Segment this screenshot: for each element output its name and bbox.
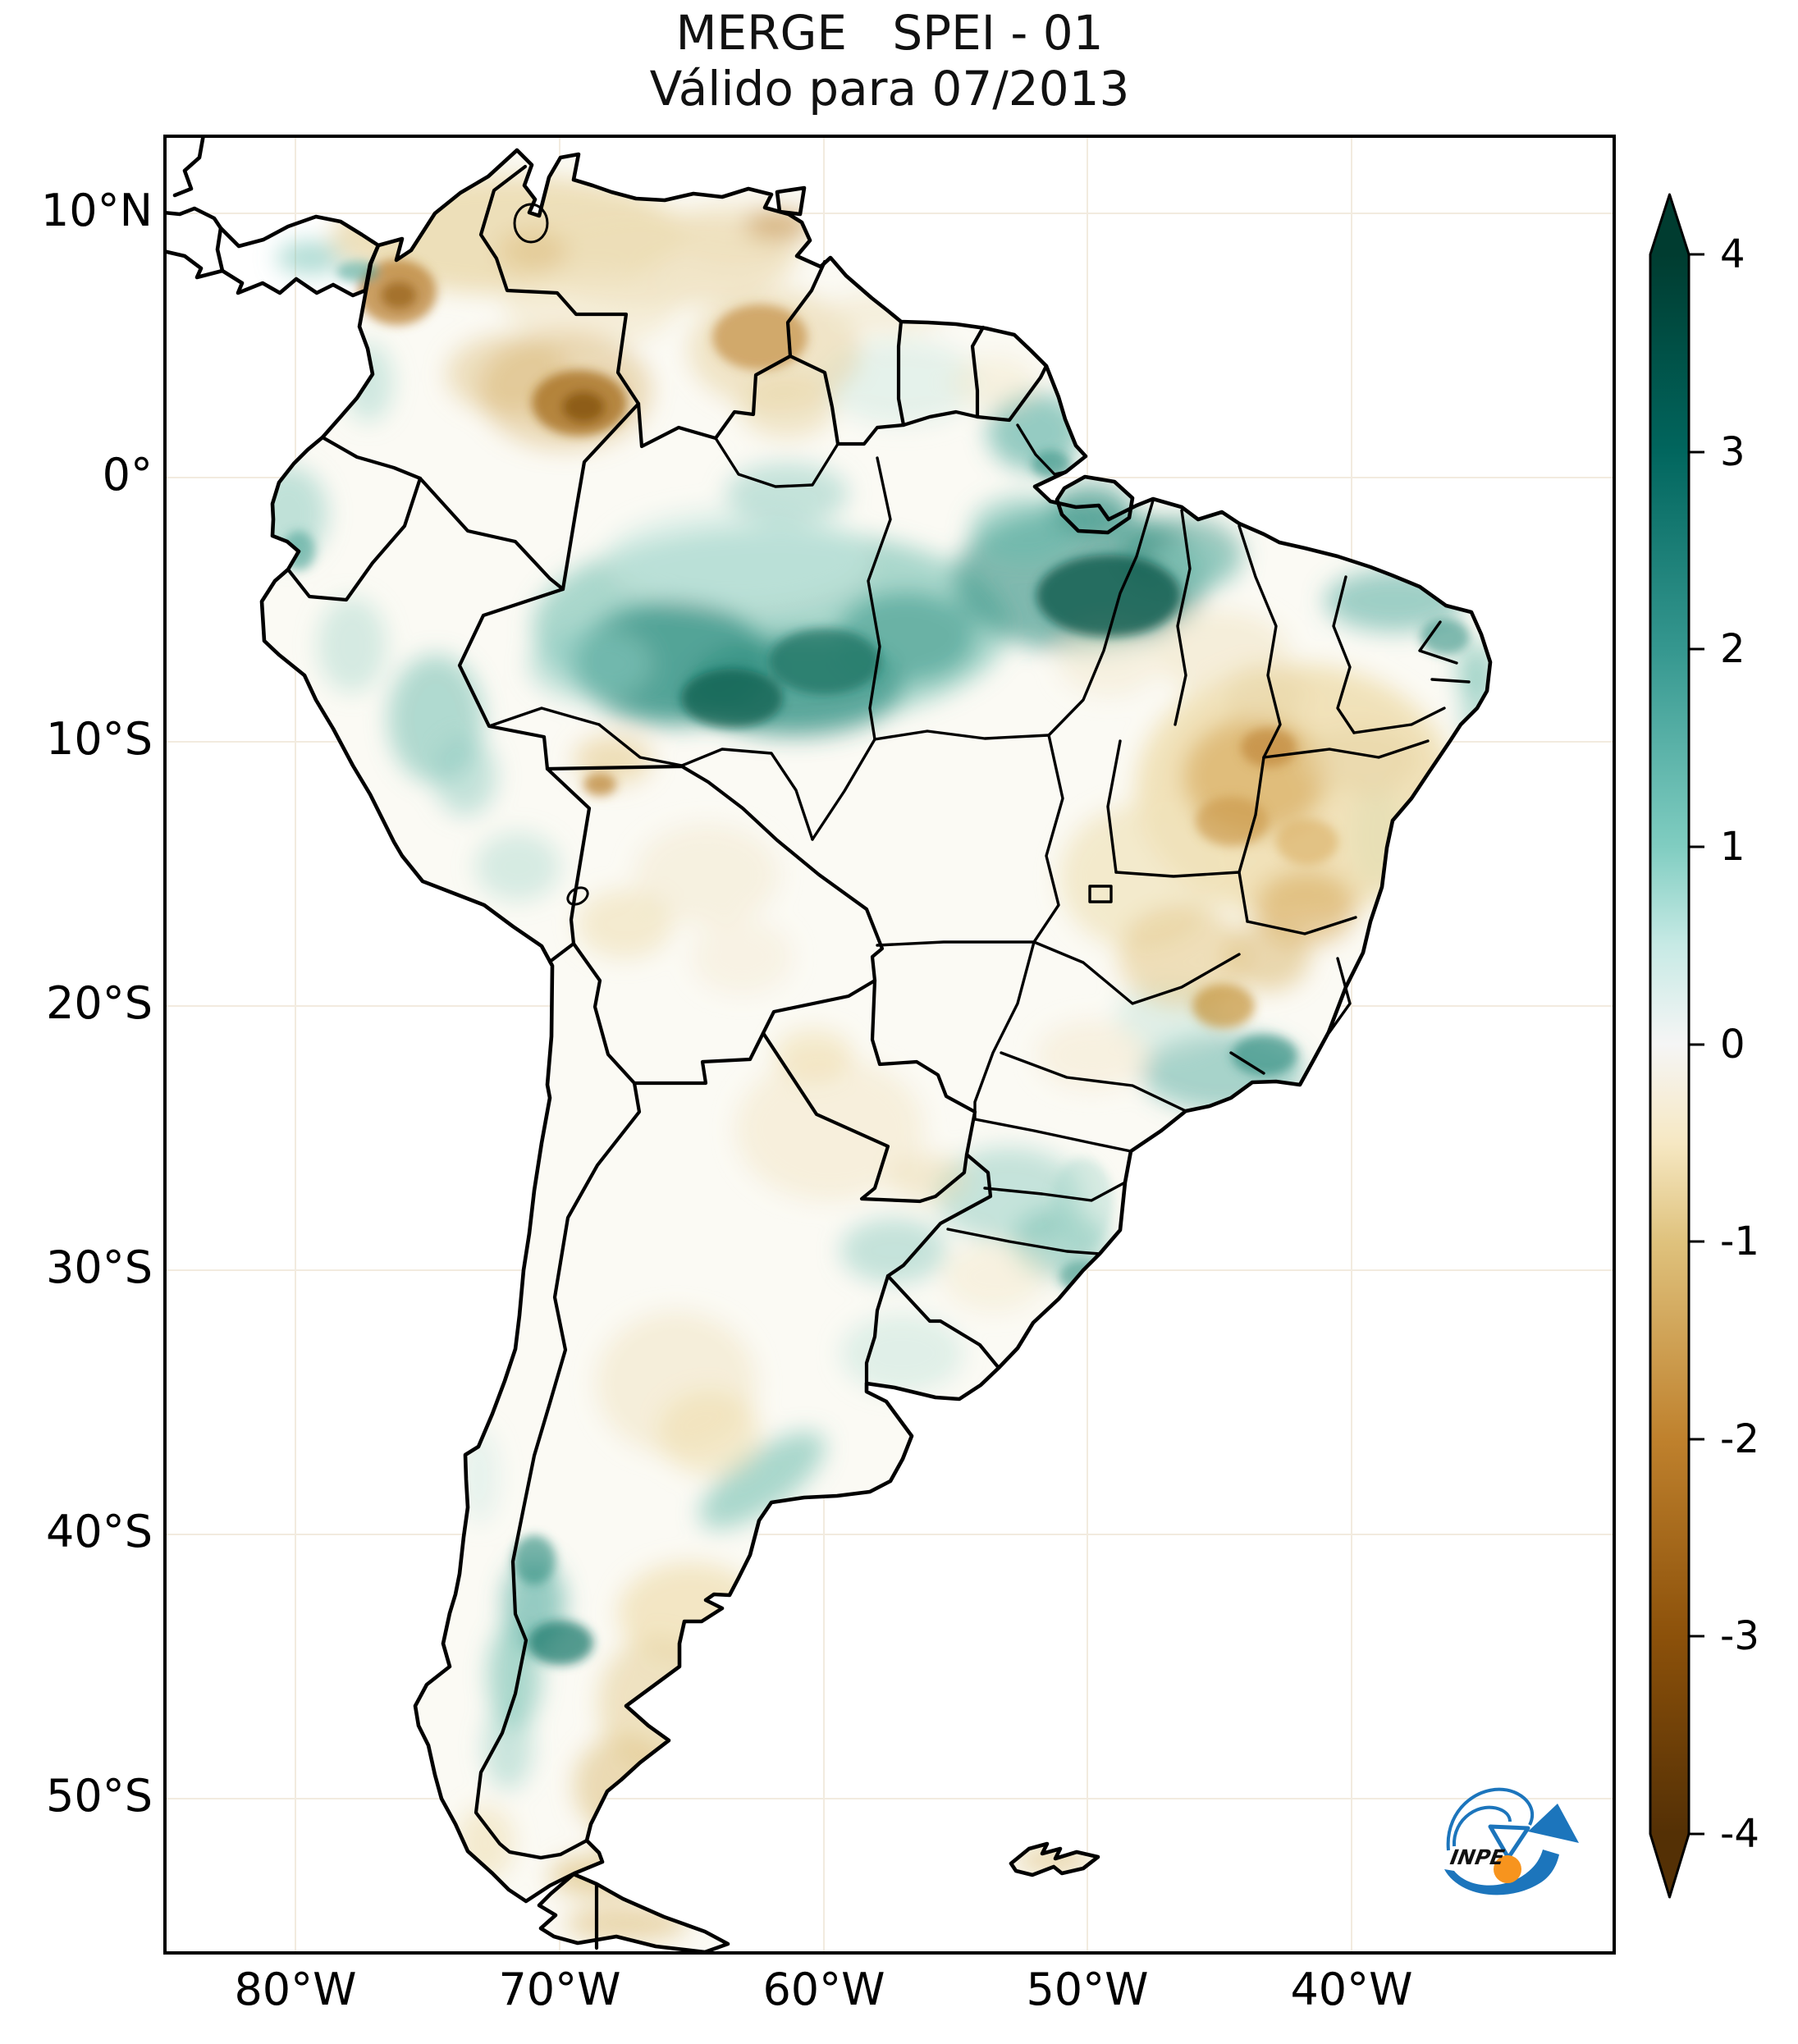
map-title: MERGE SPEI - 01 — [675, 5, 1104, 61]
coastline — [163, 135, 1493, 1955]
lon-tick-label: 40°W — [1290, 1964, 1413, 2015]
country-borders — [286, 164, 1049, 1950]
logo-swoosh-arrow-icon — [1444, 1804, 1579, 1895]
lat-tick-label: 10°S — [46, 713, 153, 765]
logo-orange-dot — [1494, 1855, 1521, 1883]
map-canvas — [163, 135, 1616, 1955]
colorbar-bar — [1649, 193, 1690, 1899]
lat-tick-label: 40°S — [46, 1506, 153, 1557]
lat-tick-label: 10°N — [40, 185, 153, 236]
colorbar-tick-label: -2 — [1720, 1416, 1759, 1462]
lon-tick-label: 50°W — [1026, 1964, 1149, 2015]
lat-tick-label: 30°S — [46, 1241, 153, 1293]
lon-tick-label: 80°W — [234, 1964, 357, 2015]
colorbar-tick-label: -4 — [1720, 1811, 1759, 1857]
lat-tick-label: 20°S — [46, 977, 153, 1029]
colorbar-tick-label: 3 — [1720, 429, 1745, 475]
logo-down-arrow-icon — [1488, 1824, 1530, 1860]
lat-tick-label: 0° — [102, 449, 153, 501]
lat-tick-label: 50°S — [46, 1770, 153, 1822]
spei-raster — [249, 176, 1490, 1941]
lon-tick-label: 70°W — [498, 1964, 621, 2015]
state-borders — [487, 423, 1471, 1255]
colorbar-tick-label: -3 — [1720, 1613, 1759, 1659]
colorbar-tick-label: 4 — [1720, 231, 1745, 277]
colorbar-tick-label: -1 — [1720, 1219, 1759, 1264]
colorbar-tick-label: 1 — [1720, 824, 1745, 870]
colorbar-ticks — [1689, 253, 1704, 1836]
colorbar-tick-label: 2 — [1720, 626, 1745, 672]
map-subtitle: Válido para 07/2013 — [649, 61, 1130, 117]
logo-orbit-icon — [1446, 1787, 1535, 1851]
map-frame — [163, 135, 1616, 1955]
lon-tick-label: 60°W — [762, 1964, 885, 2015]
colorbar-tick-label: 0 — [1720, 1022, 1745, 1068]
colorbar — [1649, 193, 1704, 1899]
inpe-logo: INPE — [1444, 1787, 1579, 1895]
logo-text: INPE — [1448, 1845, 1507, 1869]
